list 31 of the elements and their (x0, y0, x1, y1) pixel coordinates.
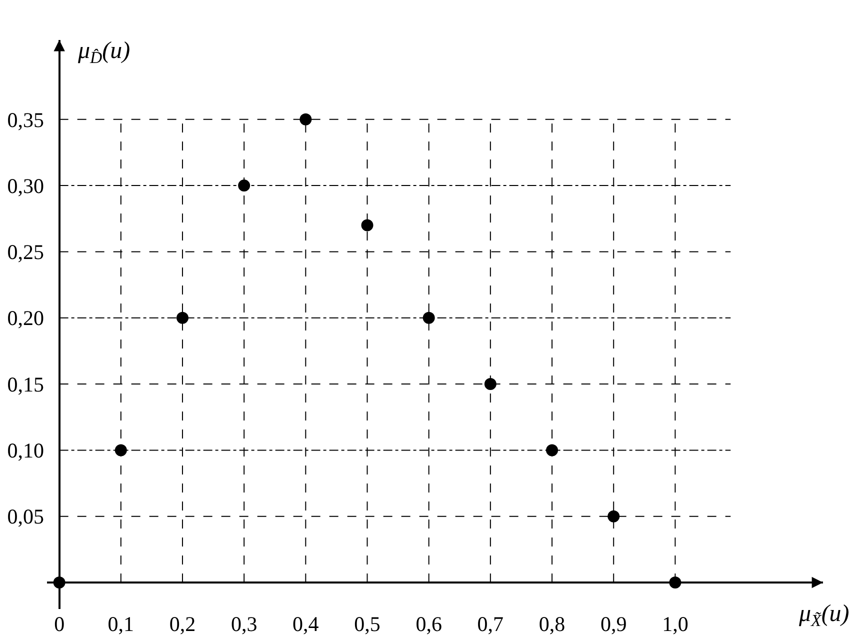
point (669, 576, 682, 589)
point (546, 444, 558, 456)
x-tick-label: 1,0 (662, 612, 688, 636)
point (53, 576, 66, 589)
x-tick-label: 0,3 (230, 612, 258, 636)
point (484, 378, 496, 390)
y-tick-label: 0,15 (7, 372, 44, 396)
y-tick-label: 0,30 (7, 174, 44, 198)
y-tick-label: 0,25 (7, 240, 44, 264)
x-tick-label: 0,4 (292, 612, 320, 636)
x-tick-label: 0,9 (600, 612, 627, 636)
y-tick-label: 0,35 (7, 108, 44, 132)
point (176, 312, 188, 324)
point (608, 510, 620, 522)
x-tick-label: 0 (54, 612, 65, 636)
y-axis-title: μ$_{D̂}$(u) (77, 38, 130, 68)
x-tick-label: 0,8 (538, 612, 566, 636)
y-tick-label: 0,20 (7, 306, 44, 330)
x-tick-label: 0,6 (416, 612, 442, 636)
y-tick-label: 0,10 (7, 438, 44, 463)
point (300, 113, 312, 126)
x-tick-label: 0,1 (108, 612, 134, 636)
x-tick-label: 0,2 (169, 612, 196, 636)
x-tick-label: 0,5 (354, 612, 380, 636)
point (114, 444, 127, 456)
x-tick-label: 0,7 (477, 612, 504, 636)
y-tick-label: 0,05 (7, 504, 44, 529)
x-axis-title: μ$_{X̃}$(u) (798, 601, 850, 630)
point (361, 219, 374, 232)
point (238, 180, 250, 192)
point (422, 312, 435, 324)
